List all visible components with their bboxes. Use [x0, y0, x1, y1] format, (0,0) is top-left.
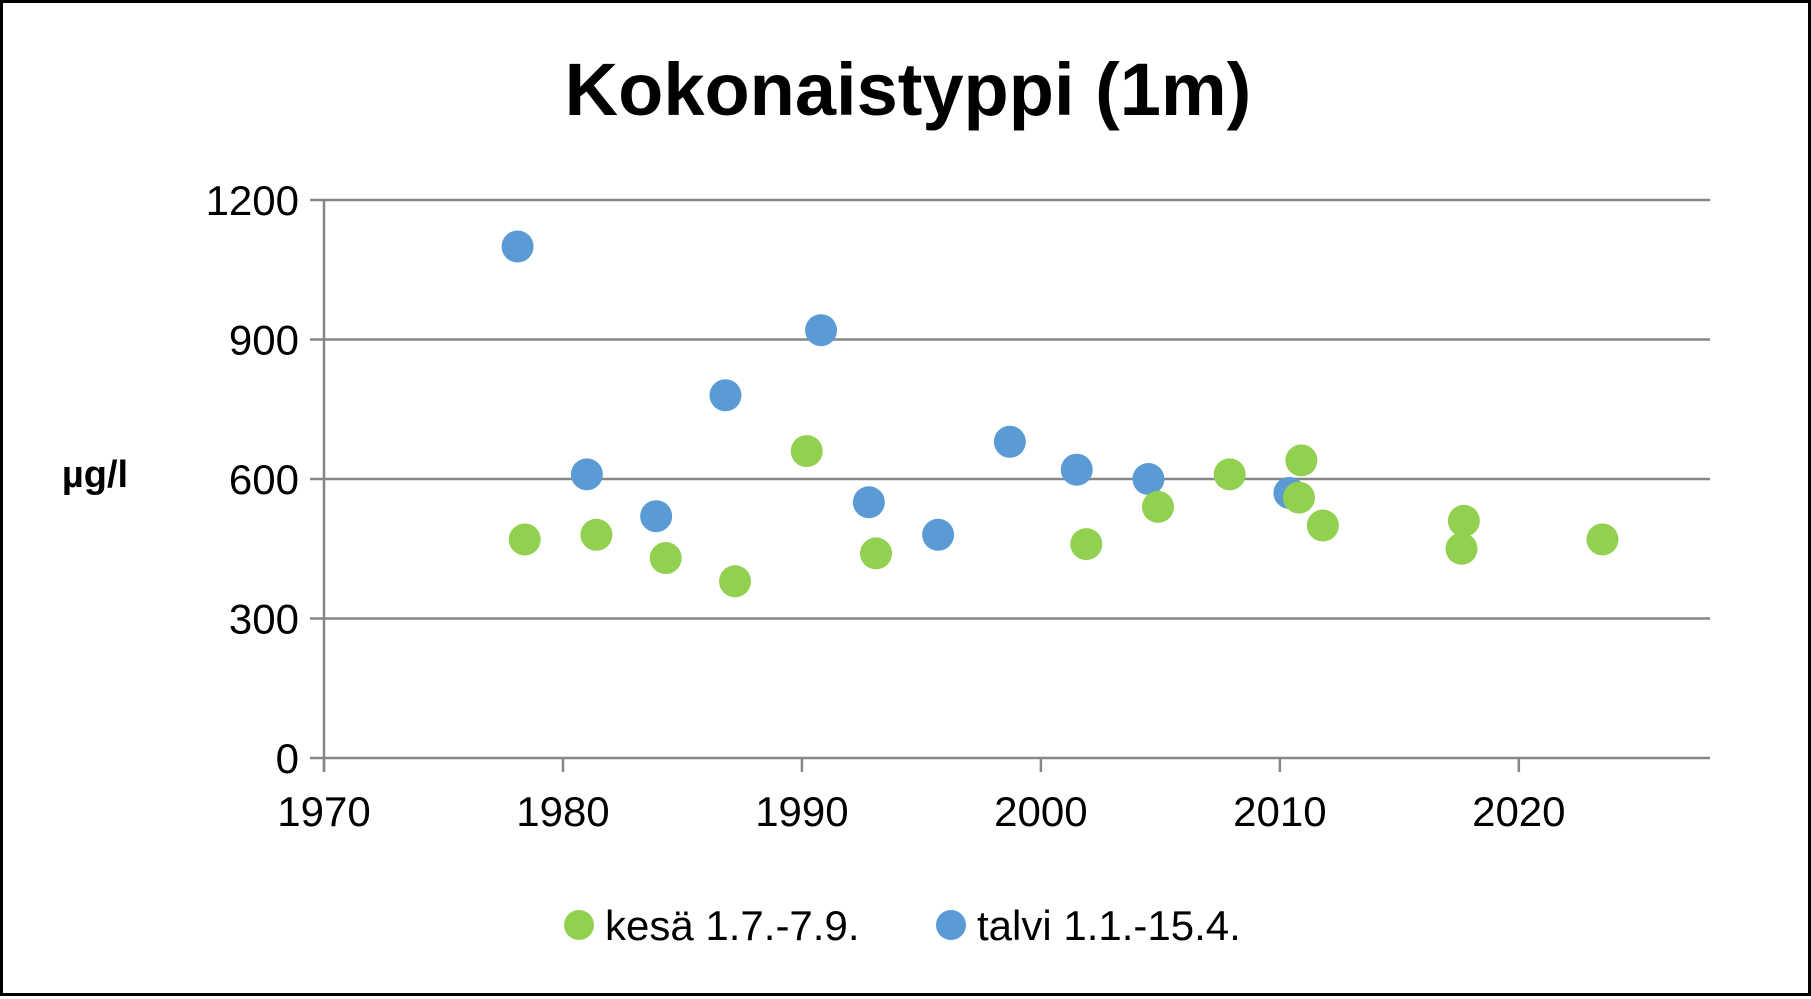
x-tick-label: 1970	[277, 788, 370, 835]
kesa-data-point	[1285, 444, 1318, 477]
talvi-data-point	[709, 379, 742, 412]
kesa-data-point	[1141, 490, 1174, 523]
legend-marker	[936, 910, 966, 940]
talvi-data-point	[501, 230, 534, 263]
y-tick-label: 1200	[206, 177, 299, 224]
y-axis-label: µg/l	[62, 454, 128, 496]
kesa-data-point	[1282, 481, 1315, 514]
data-points	[501, 230, 1619, 598]
kesa-data-point	[508, 523, 541, 556]
y-tick-label: 300	[229, 596, 299, 643]
talvi-data-point	[993, 425, 1026, 458]
legend-marker	[564, 910, 594, 940]
talvi-data-point	[805, 314, 838, 347]
talvi-data-point	[1132, 463, 1165, 495]
kesa-data-point	[1447, 504, 1480, 537]
talvi-data-point	[1060, 453, 1093, 486]
legend-label: talvi 1.1.-15.4.	[977, 902, 1241, 949]
y-tick-label: 900	[229, 317, 299, 364]
x-tick-label: 1990	[755, 788, 848, 835]
kesa-data-point	[719, 565, 752, 598]
y-tick-label: 600	[229, 456, 299, 503]
x-tick-label: 2020	[1472, 788, 1565, 835]
legend-label: kesä 1.7.-7.9.	[605, 902, 859, 949]
talvi-data-point	[852, 486, 885, 519]
axes: 0 300 600 900 1200 1970 1980 1990 2000 2010 2020	[206, 177, 1710, 835]
kesa-data-point	[580, 518, 613, 551]
kesa-data-point	[1306, 509, 1339, 542]
x-tick-label: 2000	[994, 788, 1087, 835]
kesa-data-point	[1586, 523, 1619, 556]
kesa-data-point	[1070, 528, 1103, 561]
kesa-data-point	[1445, 532, 1478, 565]
x-tick-label: 2010	[1233, 788, 1326, 835]
talvi-data-point	[570, 458, 603, 491]
legend: kesä 1.7.-7.9. talvi 1.1.-15.4.	[564, 902, 1241, 949]
scatter-chart: Kokonaistyppi (1m) 0 300 600 900 1200 1970 198…	[62, 48, 1710, 949]
chart-title: Kokonaistyppi (1m)	[565, 48, 1252, 131]
kesa-data-point	[790, 435, 823, 468]
kesa-data-point	[1213, 458, 1246, 491]
y-tick-label: 0	[276, 735, 299, 782]
x-tick-label: 1980	[516, 788, 609, 835]
kesa-data-point	[860, 537, 893, 570]
talvi-data-point	[922, 518, 955, 551]
gridlines	[324, 198, 1710, 620]
kesa-data-point	[649, 542, 682, 575]
talvi-data-point	[640, 500, 673, 533]
